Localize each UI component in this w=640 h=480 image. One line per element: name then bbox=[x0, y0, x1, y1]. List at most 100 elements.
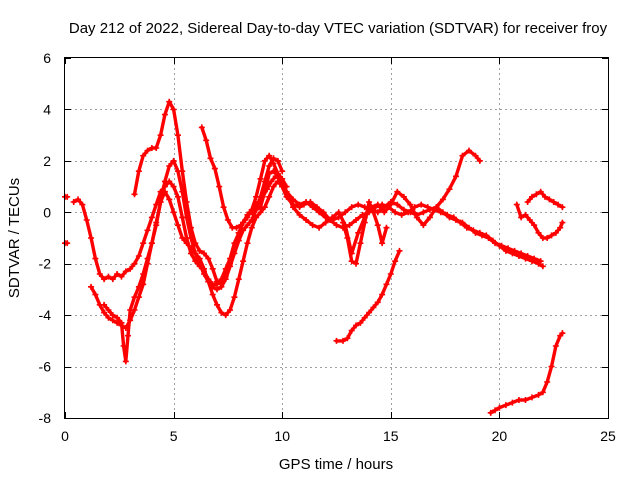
data-point bbox=[101, 309, 108, 316]
data-point bbox=[88, 283, 95, 290]
data-point bbox=[237, 222, 244, 229]
data-point bbox=[118, 273, 125, 280]
data-point bbox=[257, 209, 264, 216]
series-arc-2 bbox=[62, 240, 71, 247]
data-point bbox=[244, 240, 251, 247]
data-point bbox=[322, 214, 329, 221]
data-point bbox=[266, 152, 273, 159]
data-point bbox=[140, 152, 147, 159]
data-point bbox=[266, 193, 273, 200]
data-point bbox=[355, 201, 362, 208]
data-point bbox=[535, 229, 542, 236]
data-point bbox=[250, 204, 257, 211]
data-point bbox=[342, 209, 349, 216]
data-point bbox=[522, 211, 529, 218]
data-point bbox=[355, 229, 362, 236]
data-point bbox=[233, 224, 240, 231]
data-point bbox=[268, 178, 275, 185]
data-point bbox=[246, 209, 253, 216]
data-point bbox=[548, 232, 555, 239]
data-point bbox=[485, 235, 492, 241]
data-point bbox=[192, 250, 199, 257]
data-point bbox=[216, 183, 223, 190]
data-point bbox=[498, 242, 505, 249]
data-point bbox=[535, 391, 542, 398]
data-point bbox=[166, 196, 173, 203]
data-point bbox=[209, 291, 216, 298]
data-point bbox=[353, 217, 360, 223]
data-point bbox=[522, 397, 529, 403]
data-point bbox=[472, 152, 479, 159]
data-point bbox=[340, 337, 347, 344]
data-point bbox=[555, 201, 562, 208]
data-point bbox=[109, 276, 116, 283]
data-point bbox=[170, 157, 177, 164]
data-point bbox=[209, 283, 216, 290]
data-point bbox=[537, 258, 544, 265]
series-arc-1 bbox=[62, 193, 71, 200]
data-point bbox=[542, 193, 549, 200]
data-point bbox=[114, 314, 121, 321]
data-point bbox=[539, 389, 546, 396]
data-point bbox=[509, 399, 516, 406]
data-point bbox=[285, 193, 292, 200]
data-point bbox=[387, 271, 394, 277]
data-point bbox=[161, 111, 168, 118]
data-point bbox=[452, 217, 459, 223]
y-axis-label: SDTVAR / TECUs bbox=[6, 178, 23, 298]
data-point bbox=[426, 214, 433, 221]
data-point bbox=[101, 301, 108, 308]
data-point bbox=[487, 409, 494, 416]
data-point bbox=[539, 263, 546, 270]
data-point bbox=[131, 294, 138, 301]
data-point bbox=[122, 268, 129, 275]
data-point bbox=[101, 276, 108, 283]
data-point bbox=[157, 132, 164, 139]
data-point bbox=[329, 214, 336, 221]
data-point bbox=[201, 271, 208, 277]
data-point bbox=[552, 343, 559, 349]
x-tick-label: 10 bbox=[274, 428, 290, 444]
data-point bbox=[244, 222, 251, 229]
data-point bbox=[179, 168, 186, 175]
data-point bbox=[183, 240, 190, 247]
data-point bbox=[387, 201, 394, 208]
data-point bbox=[148, 214, 155, 221]
x-tick-label: 0 bbox=[61, 428, 69, 444]
data-point bbox=[446, 214, 453, 221]
data-point bbox=[366, 309, 373, 316]
data-point bbox=[374, 222, 381, 229]
data-point bbox=[109, 312, 116, 319]
data-point bbox=[259, 193, 266, 200]
data-point bbox=[196, 247, 203, 254]
data-point bbox=[296, 211, 303, 218]
data-point bbox=[166, 98, 173, 105]
data-point bbox=[214, 301, 221, 308]
data-point bbox=[161, 178, 168, 185]
data-point bbox=[253, 193, 260, 200]
data-point bbox=[274, 157, 281, 164]
x-tick-label: 15 bbox=[383, 428, 399, 444]
data-point bbox=[183, 199, 190, 205]
data-point bbox=[124, 332, 131, 339]
data-point bbox=[203, 137, 210, 144]
data-point bbox=[140, 271, 147, 277]
data-point bbox=[392, 258, 399, 265]
y-tick-label: -6 bbox=[39, 359, 52, 375]
x-tick-label: 20 bbox=[492, 428, 508, 444]
data-point bbox=[459, 219, 466, 226]
plot-frame bbox=[64, 57, 609, 419]
data-point bbox=[92, 291, 99, 298]
data-point bbox=[198, 124, 205, 131]
data-point bbox=[439, 196, 446, 203]
data-point bbox=[492, 240, 499, 247]
data-point bbox=[381, 204, 388, 211]
data-point bbox=[433, 204, 440, 211]
data-point bbox=[153, 201, 160, 208]
data-point bbox=[140, 240, 147, 247]
data-point bbox=[270, 183, 277, 190]
data-point bbox=[263, 186, 270, 193]
data-point bbox=[502, 402, 509, 409]
data-point bbox=[524, 253, 531, 259]
data-point bbox=[235, 276, 242, 283]
